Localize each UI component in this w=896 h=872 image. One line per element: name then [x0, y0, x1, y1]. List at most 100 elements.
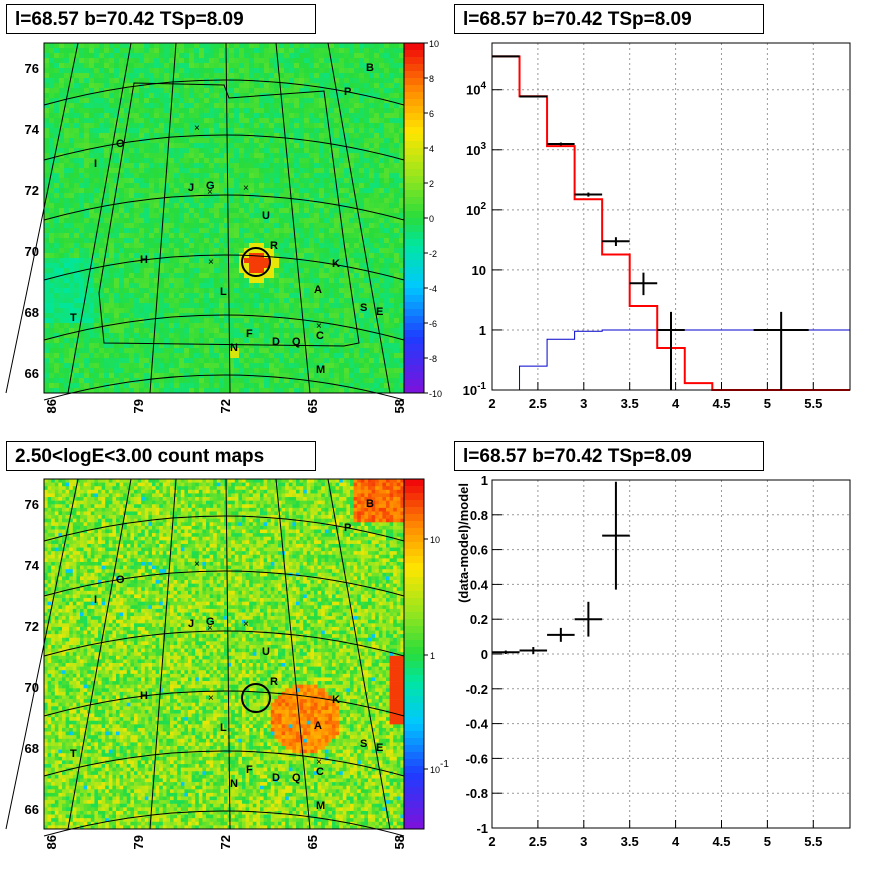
map-y-tick-label: 70	[25, 680, 39, 695]
source-label-T: T	[70, 748, 77, 760]
residual-y-tick-label: -0.6	[466, 751, 488, 766]
residual-y-tick-label: 0	[481, 647, 488, 662]
source-label-D: D	[272, 336, 280, 348]
tl-title: l=68.57 b=70.42 TSp=8.09	[6, 4, 316, 34]
colorbar-tick-label: 0	[429, 214, 434, 224]
source-label-A: A	[314, 720, 322, 732]
source-label-N: N	[230, 342, 238, 354]
colorbar-tick-label: -6	[429, 319, 437, 329]
spectrum-y-tick-label: 10-1	[463, 381, 487, 398]
residual-point	[547, 627, 575, 642]
map-x-ticks: 86 79 72 65 58	[44, 835, 407, 849]
residual-y-tick-label: 0.2	[470, 612, 488, 627]
residual-y-tick-label: -0.4	[466, 717, 489, 732]
map-x-tick-label: 72	[218, 835, 233, 849]
source-label-J: J	[188, 618, 194, 630]
map-x-tick-label: 79	[131, 399, 146, 413]
map-x-tick-label: 58	[392, 399, 407, 413]
colorbar-tick-label: -8	[429, 354, 437, 364]
source-label-M: M	[316, 800, 325, 812]
source-label-O: O	[116, 574, 125, 586]
map-x-tick-label: 86	[44, 399, 59, 413]
source-marker: ×	[208, 693, 214, 704]
colorbar-top-left: 10 8 6 4 2 0 -2 -4 -6 -8 -10	[403, 39, 442, 399]
source-label-M: M	[316, 364, 325, 376]
source-label-H: H	[140, 254, 148, 266]
source-marker: ×	[316, 757, 322, 768]
spectrum-y-tick-label: 10	[472, 263, 486, 278]
residual-y-tick-label: 0.4	[470, 577, 489, 592]
data-point	[629, 272, 658, 296]
data-point	[547, 142, 575, 146]
colorbar-tick-label: 1	[430, 651, 435, 661]
source-labels: B P O I J G U R H K L A S E T F D Q C N M × × × × ×	[70, 498, 383, 812]
colorbar-tick-label: -2	[429, 249, 437, 259]
source-label-C: C	[316, 330, 324, 342]
residual-x-tick-label: 5.5	[804, 834, 822, 849]
map-y-tick-label: 76	[25, 61, 39, 76]
spectrum-x-tick-label: 5.5	[804, 396, 822, 411]
spectrum-y-tick-label: 1	[479, 323, 486, 338]
source-label-J: J	[188, 182, 194, 194]
spectrum-x-tick-label: 2	[488, 396, 495, 411]
source-label-Q: Q	[292, 336, 301, 348]
residual-y-tick-label: -0.8	[466, 786, 488, 801]
source-label-K: K	[332, 258, 340, 270]
map-y-tick-label: 66	[25, 802, 39, 817]
map-x-tick-label: 86	[44, 835, 59, 849]
source-label-N: N	[230, 778, 238, 790]
colorbar-tick-label: 6	[429, 109, 434, 119]
source-label-I: I	[94, 158, 97, 170]
colorbar-tick-label: 8	[429, 74, 434, 84]
map-y-tick-label: 76	[25, 497, 39, 512]
map-y-tick-label: 74	[25, 558, 40, 573]
residual-x-tick-label: 4.5	[712, 834, 730, 849]
source-marker: ×	[207, 187, 213, 198]
map-y-tick-label: 70	[25, 244, 39, 259]
spectrum-x-tick-label: 3.5	[621, 396, 639, 411]
map-top-left: B P O I J G U R H K L A S E T F D Q C N M × × × × × 86 79 72 65 58 76 74…	[5, 42, 407, 413]
spectrum-x-tick-label: 4	[672, 396, 680, 411]
map-x-tick-label: 65	[305, 399, 320, 413]
source-label-G: G	[206, 180, 215, 192]
source-marker: ×	[208, 257, 214, 268]
colorbar-tick-label: 2	[429, 179, 434, 189]
source-label-B: B	[366, 62, 374, 74]
source-marker: ×	[243, 619, 249, 630]
colorbar-tick-label: -10	[429, 389, 442, 399]
spectrum-x-tick-label: 3	[580, 396, 587, 411]
residual-plot: 2 2.5 3 3.5 4 4.5 5 5.5 1 0.8 0.6 0.4 0.2 0 -0.2 -0.4 -0…	[456, 473, 851, 849]
source-marker: ×	[316, 321, 322, 332]
source-label-A: A	[314, 284, 322, 296]
map-grid	[5, 478, 405, 837]
map-y-tick-label: 72	[25, 619, 39, 634]
spectrum-y-tick-label: 104	[466, 81, 486, 98]
map-y-tick-label: 74	[25, 122, 40, 137]
source-label-S: S	[360, 302, 367, 314]
map-y-tick-label: 68	[25, 741, 39, 756]
residual-y-tick-label: -1	[476, 821, 488, 836]
spectrum-y-tick-label: 103	[466, 141, 486, 158]
source-label-E: E	[376, 742, 383, 754]
map-bottom-left: B P O I J G U R H K L A S E T F D Q C N M × × × × × 86 79 72 65 58 76 74…	[5, 478, 407, 849]
map-y-tick-label: 72	[25, 183, 39, 198]
source-label-F: F	[246, 328, 253, 340]
source-label-P: P	[344, 86, 351, 98]
source-label-Q: Q	[292, 772, 301, 784]
map-x-tick-label: 58	[392, 835, 407, 849]
source-marker: ×	[194, 123, 200, 134]
source-label-T: T	[70, 312, 77, 324]
map-y-tick-label: 66	[25, 366, 39, 381]
source-label-I: I	[94, 594, 97, 606]
source-label-L: L	[220, 286, 227, 298]
source-label-R: R	[270, 676, 278, 688]
source-label-U: U	[262, 210, 270, 222]
source-label-G: G	[206, 616, 215, 628]
source-label-P: P	[344, 522, 351, 534]
residual-x-tick-label: 2.5	[529, 834, 547, 849]
source-label-B: B	[366, 498, 374, 510]
source-label-E: E	[376, 306, 383, 318]
residual-frame	[491, 479, 851, 829]
source-marker: ×	[207, 623, 213, 634]
map-x-ticks: 86 79 72 65 58	[44, 399, 407, 413]
